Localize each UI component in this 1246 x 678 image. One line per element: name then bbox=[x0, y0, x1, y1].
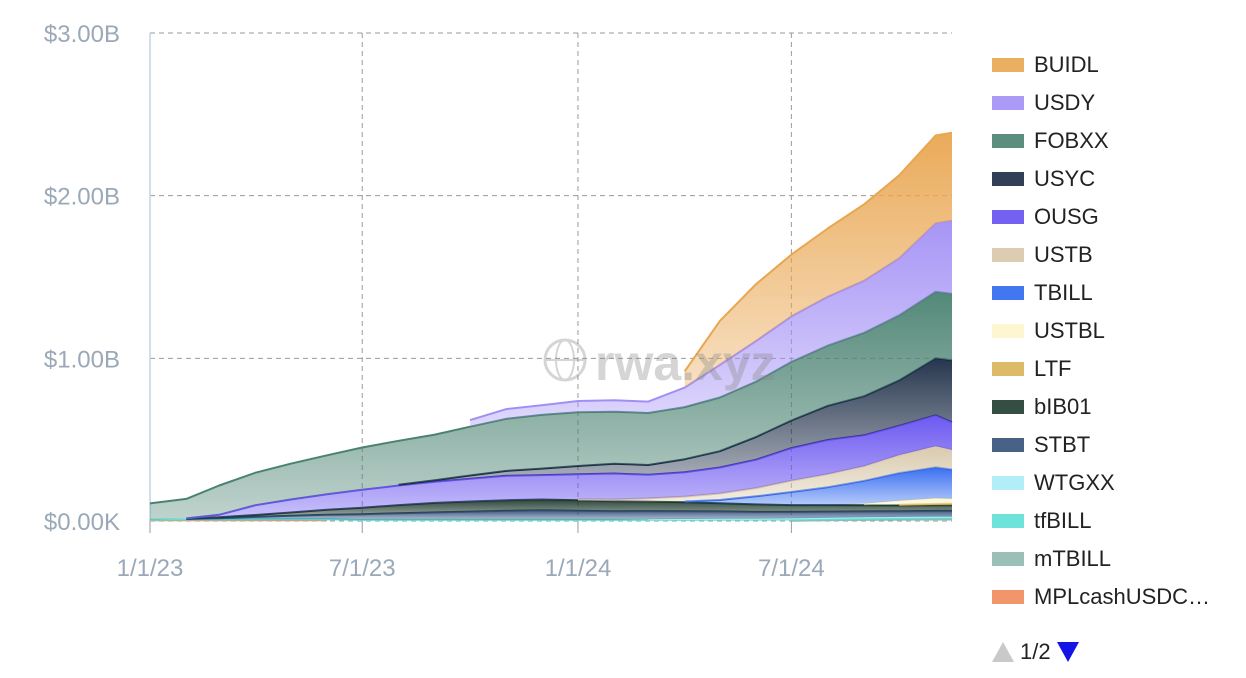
legend-next-page-icon[interactable] bbox=[1056, 642, 1079, 662]
legend-swatch bbox=[992, 96, 1024, 110]
legend-item[interactable]: tfBILL bbox=[992, 508, 1091, 533]
legend-label: OUSG bbox=[1034, 204, 1099, 229]
area-ousg[interactable] bbox=[186, 415, 953, 519]
legend-swatch bbox=[992, 58, 1024, 72]
watermark: rwa.xyz bbox=[543, 335, 776, 391]
y-tick-label: $2.00B bbox=[44, 184, 120, 211]
legend-swatch bbox=[992, 362, 1024, 376]
legend-swatch bbox=[992, 210, 1024, 224]
legend-label: TBILL bbox=[1034, 280, 1093, 305]
area-ustbl[interactable] bbox=[864, 498, 952, 506]
legend-label: USTBL bbox=[1034, 318, 1105, 343]
y-tick-label: $1.00B bbox=[44, 346, 120, 373]
legend-label: LTF bbox=[1034, 356, 1071, 381]
x-tick-label: 1/1/23 bbox=[117, 555, 184, 582]
legend-label: USYC bbox=[1034, 166, 1095, 191]
legend-prev-page-icon[interactable] bbox=[992, 642, 1014, 662]
legend-swatch bbox=[992, 286, 1024, 300]
globe-icon bbox=[543, 338, 587, 382]
legend-label: FOBXX bbox=[1034, 128, 1109, 153]
legend-swatch bbox=[992, 438, 1024, 452]
legend-swatch bbox=[992, 476, 1024, 490]
legend-item[interactable]: USTB bbox=[992, 242, 1093, 267]
legend-item[interactable]: FOBXX bbox=[992, 128, 1109, 153]
legend-item[interactable]: bIB01 bbox=[992, 394, 1092, 419]
legend-label: USDY bbox=[1034, 90, 1095, 115]
legend-swatch bbox=[992, 590, 1024, 604]
legend-swatch bbox=[992, 324, 1024, 338]
legend-swatch bbox=[992, 248, 1024, 262]
legend-label: WTGXX bbox=[1034, 470, 1115, 495]
legend-label: USTB bbox=[1034, 242, 1093, 267]
legend-item[interactable]: USYC bbox=[992, 166, 1095, 191]
legend-item[interactable]: mTBILL bbox=[992, 546, 1111, 571]
line-fobxx[interactable] bbox=[149, 290, 953, 505]
legend-pager: 1/2 bbox=[992, 638, 1079, 666]
legend-swatch bbox=[992, 134, 1024, 148]
x-tick-label: 7/1/23 bbox=[329, 555, 396, 582]
legend-item[interactable]: TBILL bbox=[992, 280, 1093, 305]
legend-item[interactable]: WTGXX bbox=[992, 470, 1115, 495]
area-buidl[interactable] bbox=[684, 132, 952, 388]
legend-page-indicator: 1/2 bbox=[1020, 639, 1051, 664]
legend-item[interactable]: OUSG bbox=[992, 204, 1099, 229]
x-tick-label: 1/1/24 bbox=[545, 555, 612, 582]
globe-meridian bbox=[555, 339, 575, 381]
legend-label: BUIDL bbox=[1034, 52, 1099, 77]
legend-item[interactable]: LTF bbox=[992, 356, 1071, 381]
legend-swatch bbox=[992, 400, 1024, 414]
legend: BUIDL USDY FOBXX USYC OUSG USTB TBILL USTBL LTF b… bbox=[992, 52, 1210, 609]
legend-label: tfBILL bbox=[1034, 508, 1091, 533]
legend-swatch bbox=[992, 552, 1024, 566]
line-buidl[interactable] bbox=[683, 131, 953, 372]
legend-swatch bbox=[992, 514, 1024, 528]
legend-item[interactable]: STBT bbox=[992, 432, 1090, 457]
area-fobxx[interactable] bbox=[150, 291, 952, 520]
area-bib01[interactable] bbox=[186, 499, 953, 520]
legend-label: bIB01 bbox=[1034, 394, 1092, 419]
y-tick-label: $0.00K bbox=[44, 509, 120, 536]
legend-item[interactable]: MPLcashUSDC… bbox=[992, 584, 1210, 609]
area-series-group bbox=[149, 131, 953, 522]
y-tick-label: $3.00B bbox=[44, 21, 120, 48]
area-usdy[interactable] bbox=[470, 220, 952, 427]
legend-swatch bbox=[992, 172, 1024, 186]
legend-label: STBT bbox=[1034, 432, 1090, 457]
legend-item[interactable]: BUIDL bbox=[992, 52, 1099, 77]
area-usyc[interactable] bbox=[398, 358, 953, 486]
legend-item[interactable]: USDY bbox=[992, 90, 1095, 115]
legend-item[interactable]: USTBL bbox=[992, 318, 1105, 343]
watermark-text: rwa.xyz bbox=[595, 335, 776, 391]
legend-label: mTBILL bbox=[1034, 546, 1111, 571]
legend-label: MPLcashUSDC… bbox=[1034, 584, 1210, 609]
x-tick-label: 7/1/24 bbox=[758, 555, 825, 582]
